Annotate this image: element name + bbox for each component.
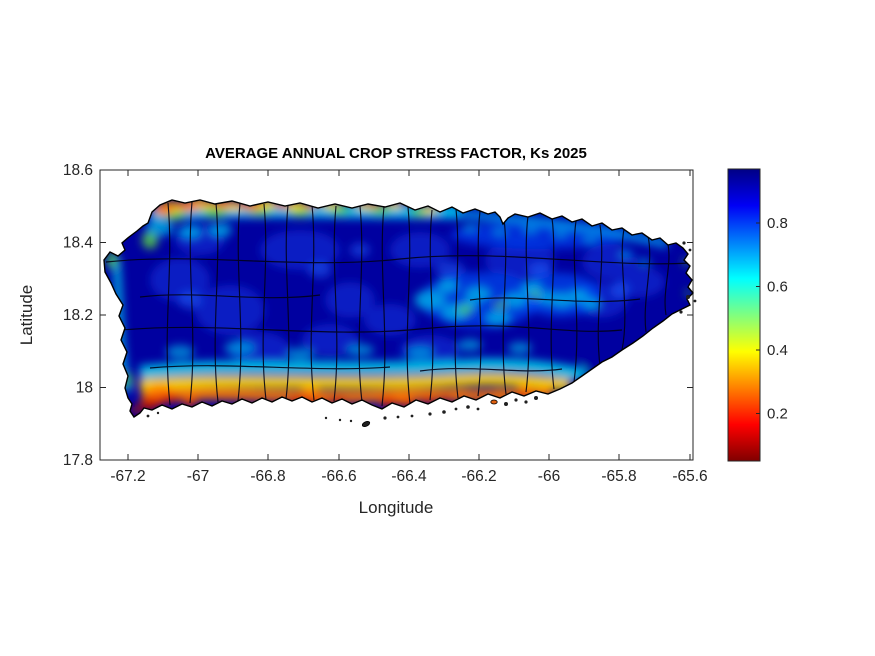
x-tick-label: -65.6 (672, 468, 707, 485)
y-tick-label: 18.6 (63, 162, 93, 179)
municipality-boundaries (105, 201, 691, 407)
x-axis-bottom-ticks (127, 454, 691, 460)
colorbar-tick-label: 0.2 (767, 406, 788, 423)
colorbar-tick-label: 0.4 (767, 342, 788, 359)
x-axis-top-ticks (127, 170, 691, 176)
island-outline (103, 199, 694, 418)
x-tick-label: -66.6 (321, 468, 356, 485)
colorbar-tick-label: 0.8 (767, 215, 788, 232)
x-tick-label: -66 (538, 468, 560, 485)
y-axis-label: Latitude (17, 285, 36, 346)
y-tick-label: 18.2 (63, 307, 93, 324)
colorbar (727, 168, 761, 462)
offshore-islands (146, 241, 697, 428)
colorbar-ticks (756, 222, 760, 414)
x-tick-label: -66.8 (250, 468, 285, 485)
x-tick-label: -66.2 (461, 468, 496, 485)
y-tick-label: 17.8 (63, 452, 93, 469)
y-axis-right-ticks (687, 169, 693, 461)
y-tick-labels: 18.6 18.4 18.2 18 17.8 (63, 162, 94, 469)
x-tick-labels: -67.2 -67 -66.8 -66.6 -66.4 -66.2 -66 -6… (110, 468, 707, 485)
puerto-rico-heatmap (104, 200, 693, 417)
colorbar-tick-label: 0.6 (767, 279, 788, 296)
x-tick-label: -65.8 (601, 468, 636, 485)
y-tick-label: 18 (76, 380, 93, 397)
colorbar-tick-labels: 0.8 0.6 0.4 0.2 (767, 215, 788, 423)
x-tick-label: -67.2 (110, 468, 145, 485)
chart-title: AVERAGE ANNUAL CROP STRESS FACTOR, Ks 20… (205, 145, 587, 162)
x-tick-label: -67 (187, 468, 209, 485)
y-tick-label: 18.4 (63, 235, 94, 252)
x-tick-label: -66.4 (391, 468, 427, 485)
y-axis-left-ticks (100, 169, 106, 461)
x-axis-label: Longitude (359, 498, 434, 517)
